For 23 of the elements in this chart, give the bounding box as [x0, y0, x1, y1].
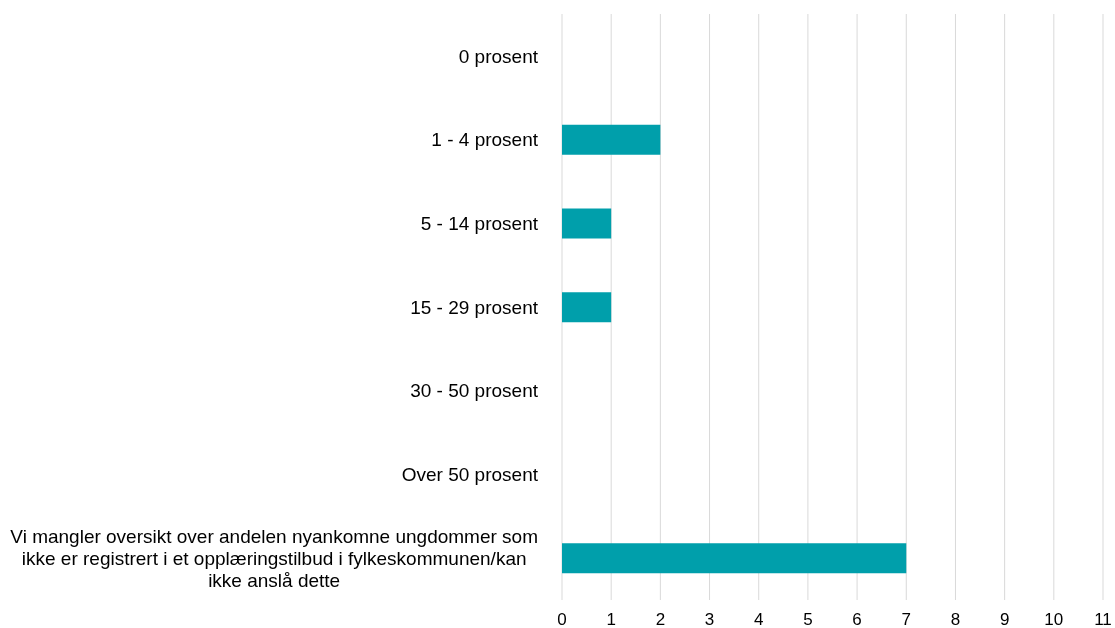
y-tick-label: Vi mangler oversikt over andelen nyankomne ungdommer som ikke er registrert i et opplæringstilbud i fylkeskommunen/kan ikke anslå dette	[10, 525, 538, 591]
y-tick-label: 15 - 29 prosent	[410, 296, 539, 318]
y-tick-label: Over 50 prosent	[401, 464, 539, 486]
bar	[562, 292, 612, 323]
bar	[562, 124, 661, 155]
x-tick-label: 11	[1094, 610, 1112, 628]
y-tick-label: 5 - 14 prosent	[420, 212, 539, 234]
x-tick-label: 6	[852, 610, 862, 628]
x-tick-label: 0	[557, 610, 567, 628]
x-tick-label: 1	[606, 610, 616, 628]
bar	[562, 208, 612, 239]
x-tick-label: 10	[1044, 610, 1064, 628]
x-tick-label: 8	[950, 610, 961, 628]
x-tick-label: 9	[999, 610, 1010, 628]
x-tick-label: 7	[901, 610, 912, 628]
x-tick-label: 2	[655, 610, 666, 628]
y-tick-label: 30 - 50 prosent	[410, 380, 539, 402]
x-tick-label: 5	[803, 610, 813, 628]
bar	[562, 543, 907, 574]
y-tick-label: 1 - 4 prosent	[431, 129, 539, 151]
y-tick-label: 0 prosent	[458, 45, 539, 67]
x-tick-label: 4	[753, 610, 764, 628]
x-tick-label: 3	[704, 610, 715, 628]
